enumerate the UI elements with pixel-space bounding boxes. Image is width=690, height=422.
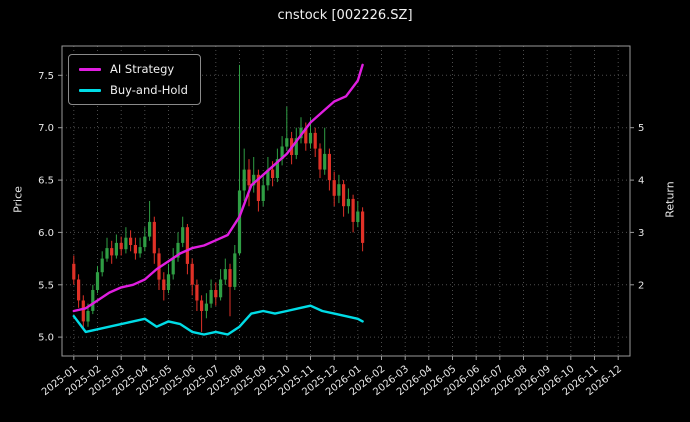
legend-label: Buy-and-Hold xyxy=(110,83,188,97)
svg-text:6.0: 6.0 xyxy=(38,228,54,239)
ai-strategy-line xyxy=(72,63,364,313)
grid-lines xyxy=(62,46,630,356)
axis-ticks-and-labels: 2025-012025-022025-032025-042025-052025-… xyxy=(38,71,644,398)
svg-text:5.5: 5.5 xyxy=(38,280,54,291)
svg-text:4: 4 xyxy=(638,176,644,187)
ai-strategy-line-swatch xyxy=(79,67,101,71)
chart-legend: AI Strategy Buy-and-Hold xyxy=(68,54,201,105)
legend-label: AI Strategy xyxy=(110,62,175,76)
svg-text:3: 3 xyxy=(638,228,644,239)
svg-text:7.5: 7.5 xyxy=(38,71,54,82)
svg-text:5: 5 xyxy=(638,123,644,134)
plot-border xyxy=(61,45,631,357)
chart-title: cnstock [002226.SZ] xyxy=(277,8,413,23)
svg-text:7.0: 7.0 xyxy=(38,123,54,134)
buy-and-hold-line xyxy=(72,304,364,336)
legend-item-ai-strategy: AI Strategy xyxy=(79,62,188,76)
legend-item-buy-and-hold: Buy-and-Hold xyxy=(79,83,188,97)
svg-text:5.0: 5.0 xyxy=(38,333,54,344)
svg-text:6.5: 6.5 xyxy=(38,176,54,187)
buy-and-hold-line-swatch xyxy=(79,88,101,92)
svg-text:2: 2 xyxy=(638,280,644,291)
